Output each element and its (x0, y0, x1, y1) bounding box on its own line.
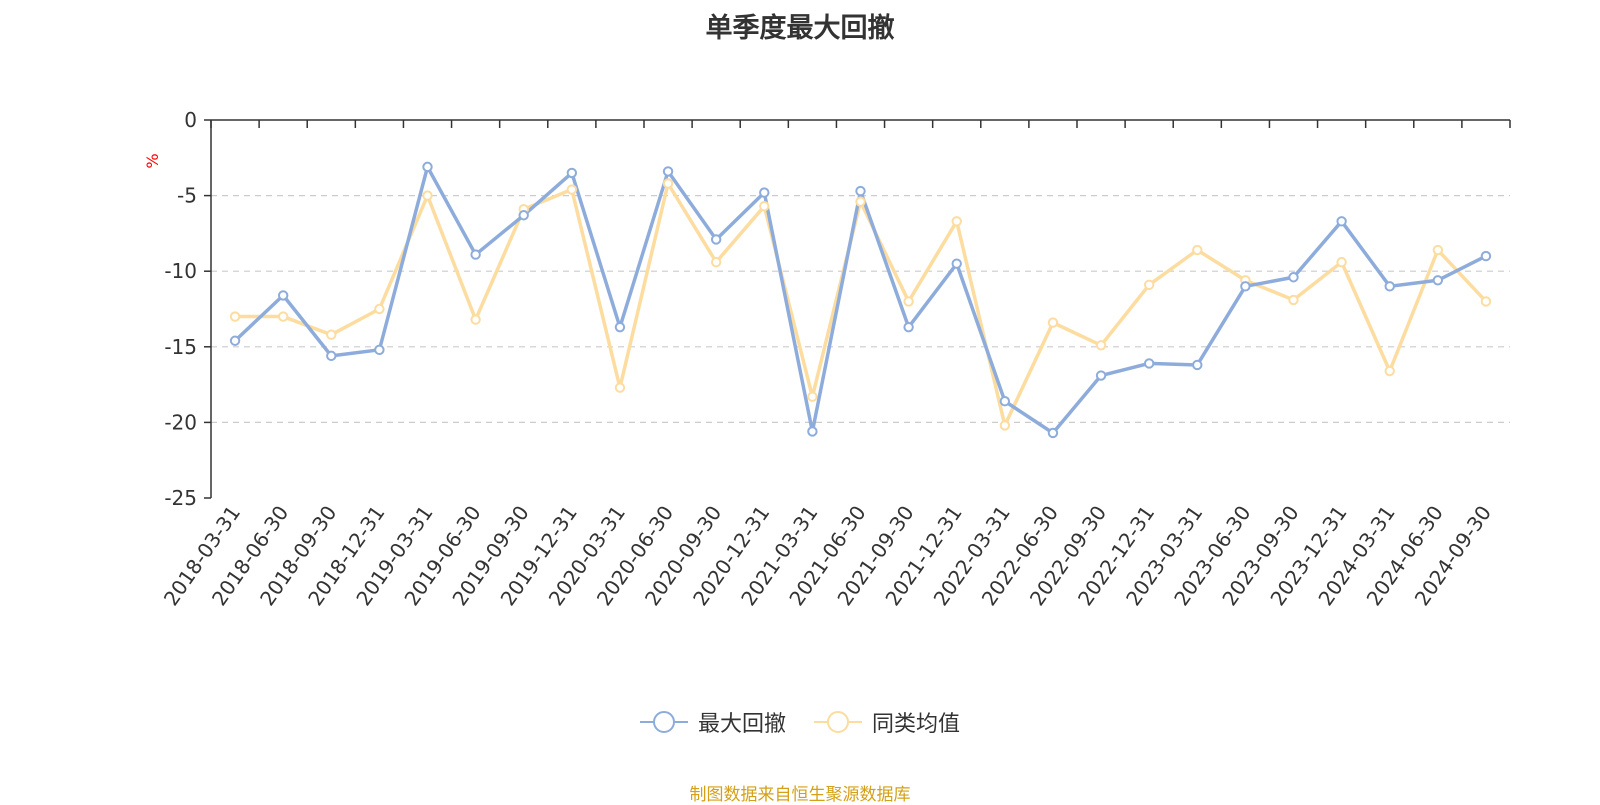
series-0-point (229, 335, 241, 346)
legend-marker-series-0 (639, 711, 688, 733)
series-1-point (903, 296, 914, 307)
legend-item-series-0[interactable]: 最大回撤 (639, 706, 786, 738)
y-axis-label: % (143, 153, 162, 168)
series-0-point (422, 161, 433, 173)
series-0-point (999, 396, 1011, 407)
legend-label-series-1: 同类均值 (872, 712, 961, 737)
series-1-point (374, 303, 385, 315)
y-tick-label: -25 (164, 486, 197, 510)
series-0-point (614, 321, 626, 333)
series-1-point (1432, 244, 1444, 256)
y-tick-label: -15 (164, 335, 197, 359)
legend: 最大回撤 同类均值 (0, 706, 1600, 738)
legend-label-series-0: 最大回撤 (697, 712, 786, 737)
series-0-point (759, 187, 770, 198)
series-1-point (277, 311, 289, 322)
series-0-point (374, 344, 385, 356)
series-1-point (855, 196, 866, 207)
chart-title: 单季度最大回撤 (705, 13, 895, 44)
series-0-point (1240, 281, 1251, 292)
y-tick-label: -10 (164, 259, 197, 283)
series-1-point (759, 200, 770, 212)
series-1-point (999, 420, 1011, 431)
series-0-point (1384, 281, 1395, 292)
source-note: 制图数据来自恒生聚源数据库 (689, 785, 911, 805)
series-1-point (1480, 296, 1492, 307)
series-0-point (1336, 216, 1347, 227)
y-tick-label: -5 (177, 184, 197, 208)
y-tick-label: -20 (164, 410, 197, 434)
series-0-point (1288, 272, 1299, 283)
series-1-point (710, 256, 722, 268)
legend-item-series-1[interactable]: 同类均值 (814, 706, 960, 738)
series-1-point (1095, 340, 1107, 351)
series-1-point (951, 216, 962, 227)
series-1-point (807, 391, 818, 402)
series-0-point (1047, 427, 1059, 439)
series-0-point (903, 321, 914, 333)
series-1-point (1288, 294, 1299, 306)
series-0-point (326, 350, 337, 362)
series-0-point (662, 166, 674, 177)
series-0-point (566, 167, 578, 179)
series-1-point (566, 184, 578, 195)
legend-marker-series-1 (814, 711, 862, 733)
series-0-point (1480, 250, 1492, 262)
series-line-1 (235, 181, 1488, 428)
series-0-point (855, 185, 866, 197)
series-1-point (422, 190, 433, 201)
series-0-point (1095, 370, 1107, 381)
series-1-point (1384, 365, 1395, 377)
series-0-point (518, 210, 529, 221)
series-1-point (1143, 279, 1155, 291)
grid-layer (211, 195, 1510, 423)
series-layer (229, 161, 1492, 439)
series-0-point (710, 234, 722, 245)
series-0-point (470, 249, 481, 260)
series-1-point (326, 329, 337, 340)
series-1-point (614, 382, 626, 393)
y-tick-label: 0 (184, 108, 197, 132)
series-1-point (1047, 317, 1059, 328)
series-0-point (807, 426, 818, 437)
series-1-point (662, 178, 674, 189)
series-1-point (1192, 244, 1203, 256)
series-1-point (1336, 256, 1347, 268)
series-0-point (277, 290, 289, 301)
series-0-point (951, 258, 962, 269)
series-1-point (229, 311, 241, 322)
series-0-point (1192, 359, 1203, 371)
series-1-point (470, 314, 481, 325)
series-0-point (1143, 358, 1155, 369)
series-0-point (1432, 275, 1444, 286)
